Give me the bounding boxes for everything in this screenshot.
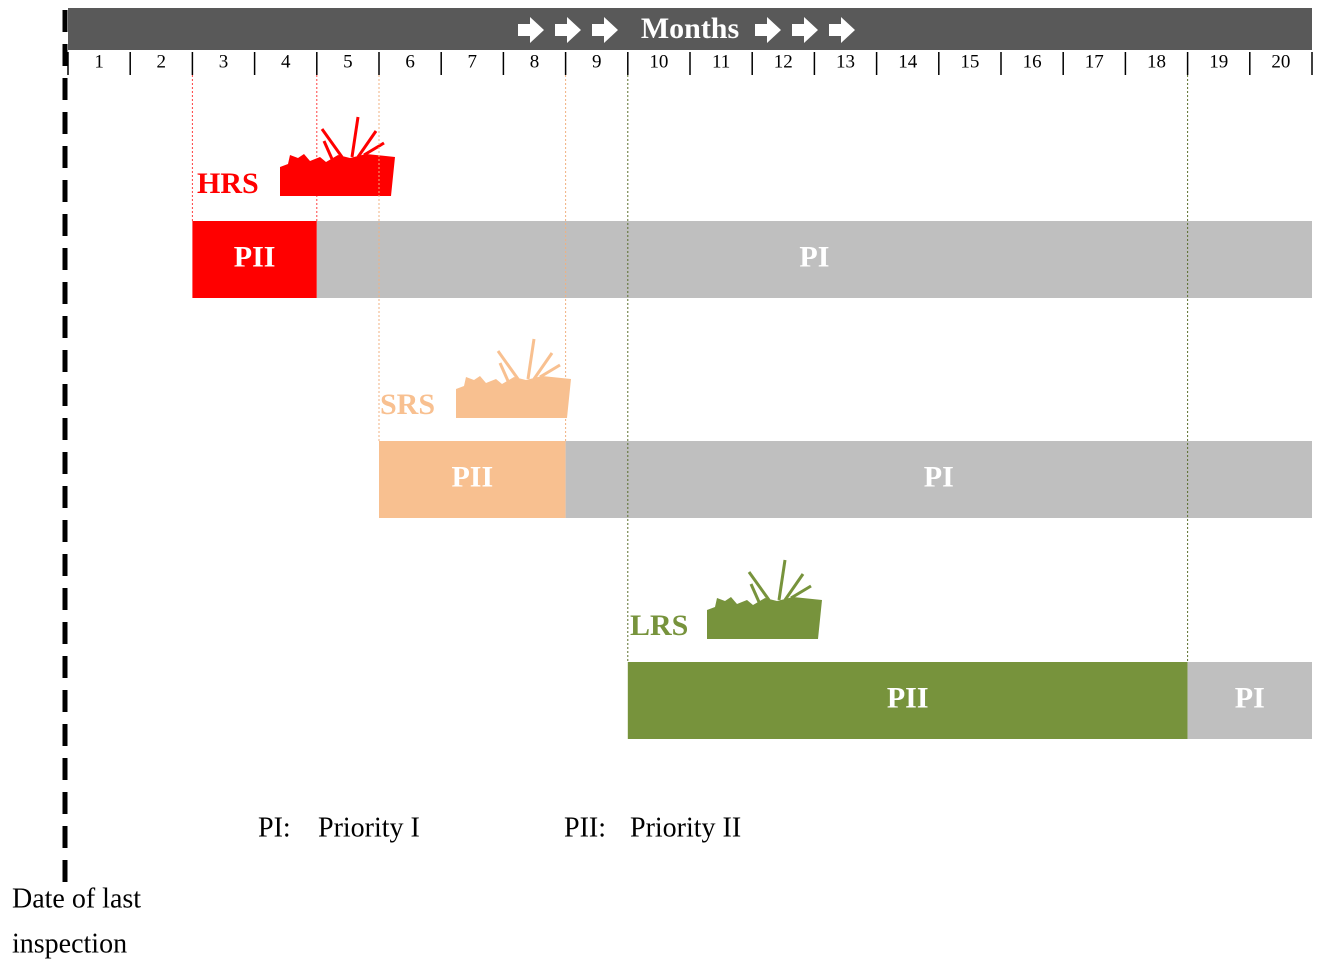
segment-priority-1 [1187,662,1312,739]
segment-priority-2 [379,441,566,518]
ship-mast [783,573,805,601]
month-label: 5 [343,51,353,72]
month-label: 6 [405,51,415,72]
footer-line: inspection [12,928,127,959]
segment-label: PI [924,460,954,493]
row-label: LRS [630,609,688,642]
ship-mast [526,338,536,380]
month-label: 3 [219,51,229,72]
month-label: 13 [836,51,855,72]
ship-mast [363,141,385,157]
month-label: 12 [774,51,793,72]
ship-mast [496,350,520,380]
legend-text: Priority I [318,812,420,843]
ship-mast [350,116,360,158]
month-label: 17 [1085,51,1104,72]
segment-priority-2 [192,221,317,298]
segment-priority-1 [316,221,1312,298]
month-label: 1 [94,51,104,72]
header-bar [68,8,1312,50]
ship-mast [749,583,761,603]
segment-label: PII [887,681,929,714]
segment-priority-2 [627,662,1188,739]
ship-mast [322,140,334,160]
month-label: 10 [649,51,668,72]
arrows-right [755,17,855,43]
footer-line: Date of last [12,883,141,914]
header-title: Months [641,12,739,45]
legend-key: PII: [564,812,606,843]
month-label: 4 [281,51,291,72]
row-label: HRS [197,167,259,200]
month-label: 18 [1147,51,1166,72]
month-label: 11 [712,51,730,72]
ship-icon [280,116,395,196]
ship-mast [539,363,561,379]
month-label: 15 [960,51,979,72]
ship-hull [280,154,395,196]
ship-mast [777,559,787,601]
month-label: 20 [1271,51,1290,72]
segment-label: PII [451,460,493,493]
month-label: 19 [1209,51,1228,72]
ship-icon [456,338,571,418]
arrows-left [518,17,618,43]
month-label: 14 [898,51,918,72]
ship-mast [747,571,771,601]
ship-mast [356,130,378,158]
segment-label: PI [1235,681,1265,714]
segment-label: PI [799,240,829,273]
month-label: 16 [1023,51,1042,72]
ship-mast [790,584,812,600]
ship-mast [498,362,510,382]
ship-hull [456,376,571,418]
legend-text: Priority II [630,812,741,843]
ship-hull [707,597,822,639]
month-label: 7 [468,51,478,72]
month-label: 9 [592,51,602,72]
month-label: 2 [157,51,167,72]
ship-mast [320,128,344,158]
ship-icon [707,559,822,639]
segment-label: PII [234,240,276,273]
ship-mast [532,352,554,380]
month-label: 8 [530,51,540,72]
row-label: SRS [380,388,435,421]
legend-key: PI: [258,812,291,843]
